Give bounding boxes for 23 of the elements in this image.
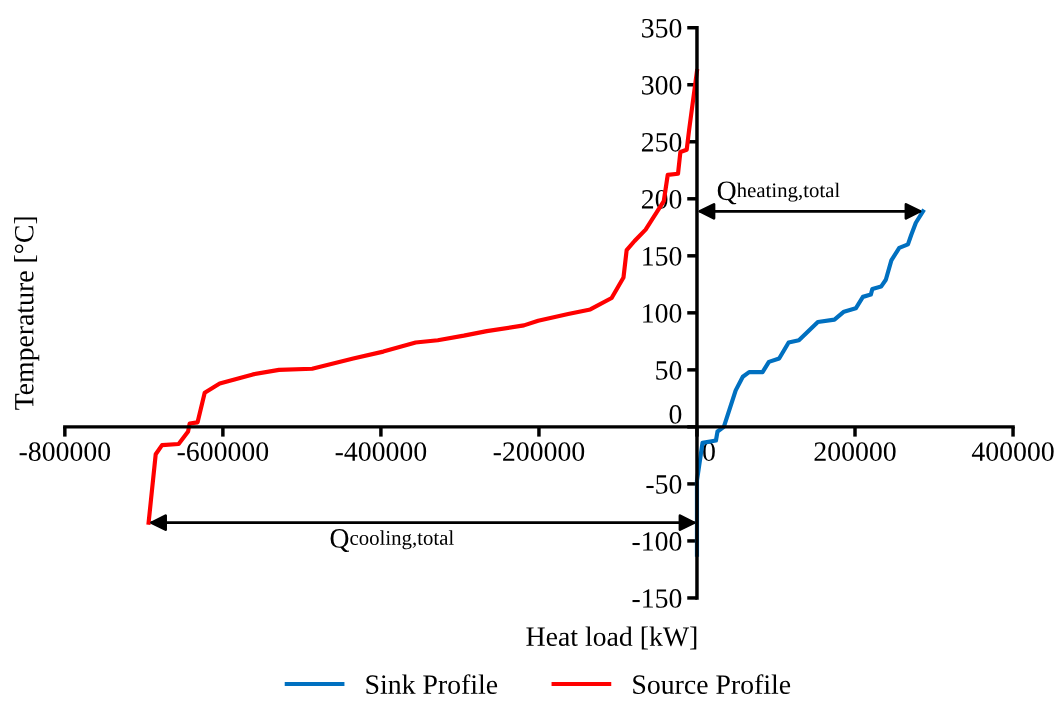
y-tick-label: 300: [642, 75, 682, 95]
legend-label: Source Profile: [633, 674, 791, 694]
x-tick-label: 200000: [814, 442, 896, 462]
y-axis-title: Temperature [°C]: [14, 217, 40, 410]
legend-label: Sink Profile: [366, 674, 498, 694]
y-tick-label: 350: [642, 18, 682, 38]
y-tick-label: 250: [641, 132, 682, 152]
x-tick-label: 0: [703, 442, 715, 462]
x-tick-label: -800000: [19, 442, 111, 462]
y-tick-label: 0: [669, 405, 682, 424]
annotation: Qcooling,total: [330, 529, 454, 553]
y-tick-label: 150: [643, 246, 682, 266]
x-tick-label: -600000: [177, 442, 269, 462]
y-tick-label: -100: [632, 532, 682, 551]
x-tick-label: -400000: [335, 442, 427, 462]
x-axis-title: Heat load [kW]: [526, 626, 697, 650]
y-tick-label: -150: [632, 589, 682, 608]
x-tick-label: -200000: [493, 442, 585, 462]
y-tick-label: -50: [646, 475, 682, 494]
y-tick-label: 100: [643, 304, 682, 323]
x-tick-label: 400000: [971, 442, 1054, 462]
annotation: Qheating,total: [717, 181, 840, 205]
y-tick-label: 50: [656, 361, 682, 380]
